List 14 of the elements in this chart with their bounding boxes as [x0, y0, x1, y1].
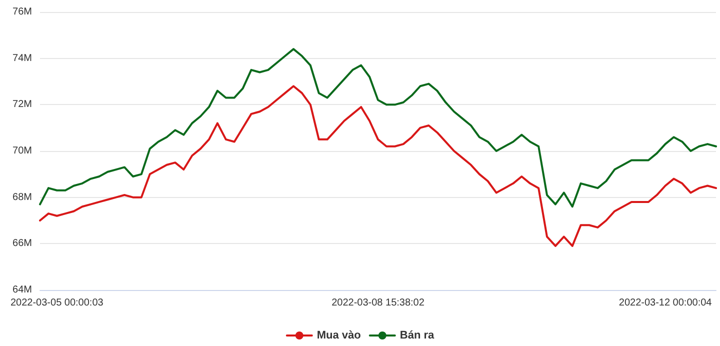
y-tick-label: 72M	[12, 99, 32, 110]
y-tick-label: 66M	[12, 238, 32, 250]
line-series	[39, 85, 717, 247]
y-tick-label: 70M	[12, 146, 32, 156]
x-tick-label: 2022-03-08 15:38:02	[332, 298, 425, 308]
y-tick-label: 76M	[12, 6, 32, 18]
legend-label: Mua vào	[316, 330, 362, 342]
y-tick-label: 64M	[12, 284, 32, 296]
legend-label: Bán ra	[400, 330, 436, 342]
line-series	[39, 48, 717, 208]
x-tick-label: 2022-03-12 00:00:04	[618, 298, 712, 308]
y-tick-label: 68M	[12, 192, 32, 203]
x-tick-label: 2022-03-05 00:00:03	[10, 298, 104, 308]
y-tick-label: 74M	[12, 52, 32, 64]
